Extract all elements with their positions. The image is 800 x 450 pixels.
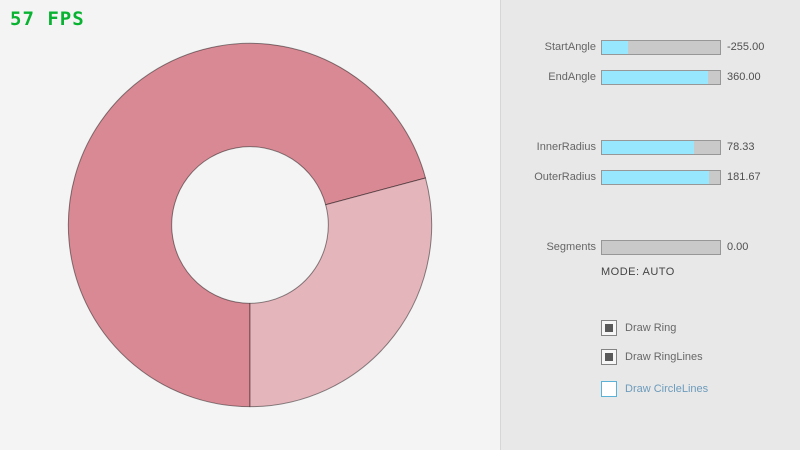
slider-row-segments: Segments 0.00: [501, 240, 800, 255]
fps-counter: 57 FPS: [10, 8, 85, 30]
checkbox-row-draw-circlelines[interactable]: Draw CircleLines: [601, 380, 708, 397]
outer-radius-slider[interactable]: [601, 170, 721, 185]
draw-ring-label: Draw Ring: [625, 321, 677, 334]
slider-row-inner-radius: InnerRadius 78.33: [501, 140, 800, 155]
start-angle-slider[interactable]: [601, 40, 721, 55]
start-angle-value: -255.00: [727, 41, 765, 53]
checkbox-row-draw-ring[interactable]: Draw Ring: [601, 319, 676, 336]
mode-label: MODE: AUTO: [601, 266, 675, 278]
slider-row-end-angle: EndAngle 360.00: [501, 70, 800, 85]
draw-ringlines-label: Draw RingLines: [625, 350, 703, 363]
segments-value: 0.00: [727, 241, 749, 253]
outer-radius-slider-fill: [602, 171, 710, 184]
start-angle-label: StartAngle: [544, 41, 596, 53]
checkbox-row-draw-ringlines[interactable]: Draw RingLines: [601, 348, 703, 365]
controls-panel: StartAngle -255.00 EndAngle 360.00 Inner…: [500, 0, 800, 450]
outer-radius-value: 181.67: [727, 171, 761, 183]
draw-circlelines-label: Draw CircleLines: [625, 382, 709, 395]
draw-ringlines-checkbox[interactable]: [601, 348, 617, 365]
inner-radius-label: InnerRadius: [536, 141, 596, 153]
end-angle-label: EndAngle: [548, 71, 596, 83]
end-angle-value: 360.00: [727, 71, 761, 83]
draw-circlelines-checkbox[interactable]: [601, 380, 617, 397]
segments-slider[interactable]: [601, 240, 721, 255]
end-angle-slider-fill: [602, 71, 709, 84]
inner-radius-slider-fill: [602, 141, 695, 154]
draw-ring-checkbox[interactable]: [601, 319, 617, 336]
inner-radius-slider[interactable]: [601, 140, 721, 155]
outer-radius-label: OuterRadius: [534, 171, 596, 183]
segments-label: Segments: [546, 241, 596, 253]
slider-row-start-angle: StartAngle -255.00: [501, 40, 800, 55]
start-angle-slider-fill: [602, 41, 628, 54]
end-angle-slider[interactable]: [601, 70, 721, 85]
inner-radius-value: 78.33: [727, 141, 755, 153]
slider-row-outer-radius: OuterRadius 181.67: [501, 170, 800, 185]
